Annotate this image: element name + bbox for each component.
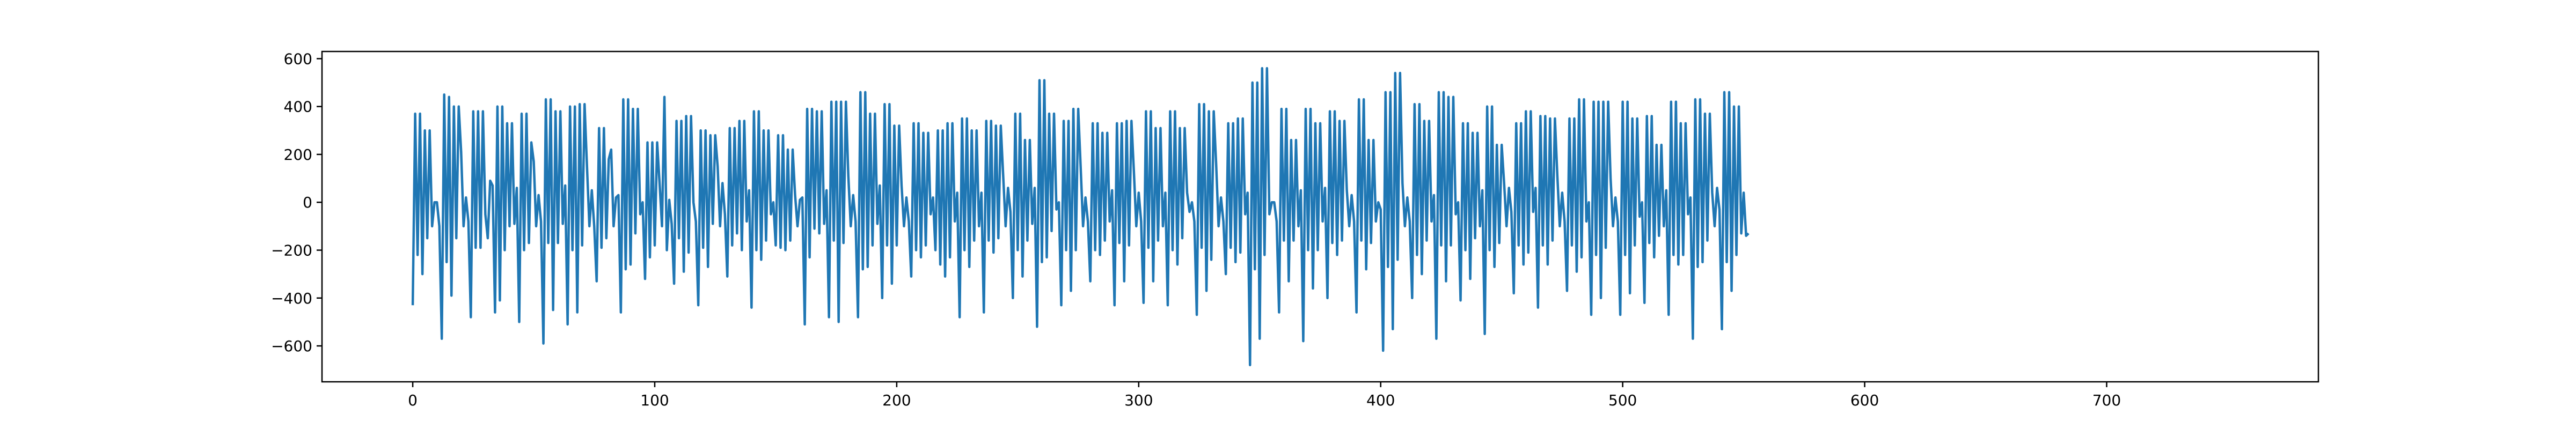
- x-tick-label: 300: [1124, 391, 1153, 409]
- y-tick-label: 200: [284, 146, 312, 164]
- x-tick-label: 200: [882, 391, 911, 409]
- y-tick-label: −200: [271, 241, 312, 259]
- y-tick-label: 600: [284, 50, 312, 68]
- plot-area: [411, 67, 1750, 366]
- axes-frame: [321, 50, 2319, 383]
- x-tick-label: 0: [408, 391, 418, 409]
- y-tick-label: −400: [271, 290, 312, 307]
- x-tick-label: 500: [1608, 391, 1637, 409]
- y-tick-label: 0: [303, 194, 312, 211]
- y-tick-label: −600: [271, 337, 312, 355]
- y-axis: −600 −400 −200 0 200 400 600: [271, 50, 322, 355]
- y-tick-label: 400: [284, 98, 312, 116]
- x-tick-label: 100: [640, 391, 669, 409]
- series-line: [411, 67, 1750, 366]
- x-tick-label: 400: [1366, 391, 1395, 409]
- x-axis: 0 100 200 300 400 500 600 700: [408, 382, 2121, 409]
- x-tick-label: 700: [2092, 391, 2121, 409]
- x-tick-label: 600: [1850, 391, 1879, 409]
